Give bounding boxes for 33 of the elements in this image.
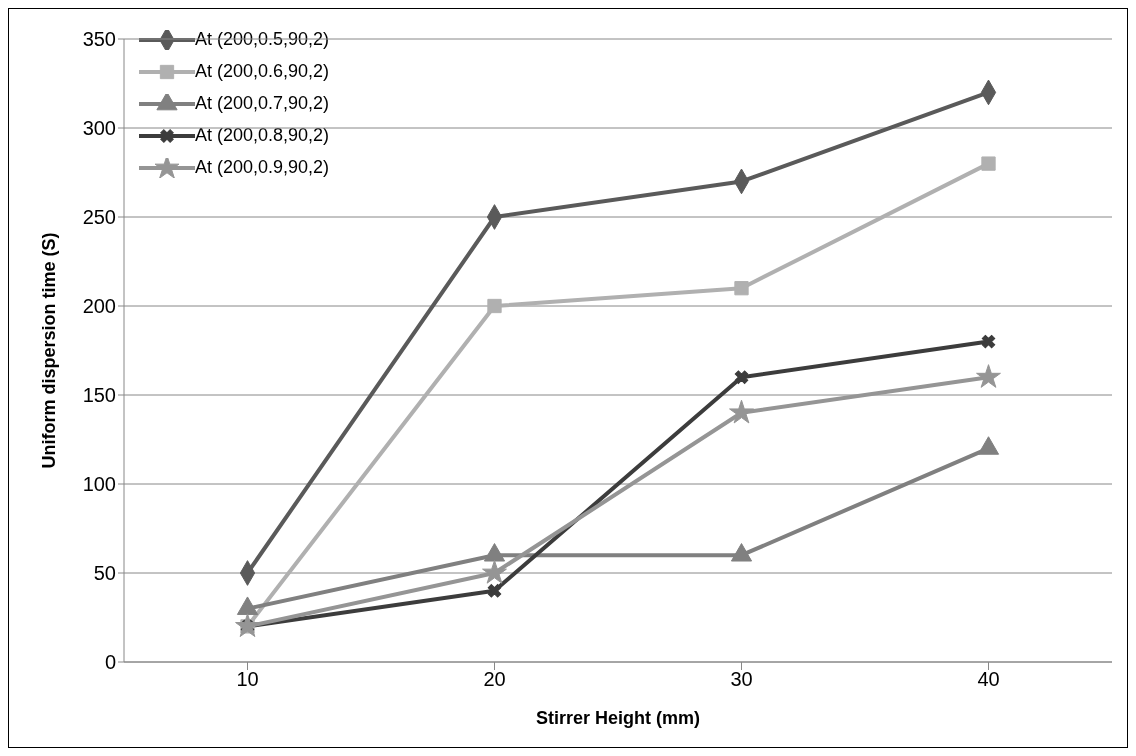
y-tick-label: 300 [82, 117, 116, 140]
legend-label: At (200,0.9,90,2) [195, 157, 330, 178]
y-tick-label: 100 [82, 473, 116, 496]
point [977, 436, 1000, 455]
y-tick-label: 50 [93, 562, 116, 585]
y-tick-label: 150 [82, 384, 116, 407]
point [981, 334, 996, 349]
point [981, 156, 996, 171]
point [734, 370, 749, 384]
x-tick-label: 30 [730, 668, 753, 691]
legend-label: At (200,0.8,90,2) [195, 125, 330, 146]
y-tick-label: 200 [82, 295, 116, 318]
point [734, 281, 749, 296]
y-tick-label: 250 [82, 206, 116, 229]
point [976, 364, 1001, 388]
point [235, 613, 260, 638]
point [482, 559, 507, 584]
y-axis-title: Uniform dispersion time (S) [39, 232, 60, 469]
x-tick-label: 40 [977, 668, 1000, 691]
x-axis-title: Stirrer Height (mm) [535, 708, 701, 728]
legend-label: At (200,0.5,90,2) [195, 29, 330, 50]
y-tick-label: 0 [104, 651, 116, 674]
legend-label: At (200,0.6,90,2) [195, 61, 330, 82]
point [487, 584, 502, 598]
point [487, 298, 502, 314]
point [730, 543, 753, 562]
x-tick-label: 10 [236, 668, 259, 691]
x-tick-label: 20 [483, 668, 506, 691]
point [729, 399, 754, 424]
point [483, 543, 506, 562]
y-tick-label: 350 [82, 28, 116, 51]
point [236, 596, 259, 615]
legend-label: At (200,0.7,90,2) [195, 93, 330, 114]
